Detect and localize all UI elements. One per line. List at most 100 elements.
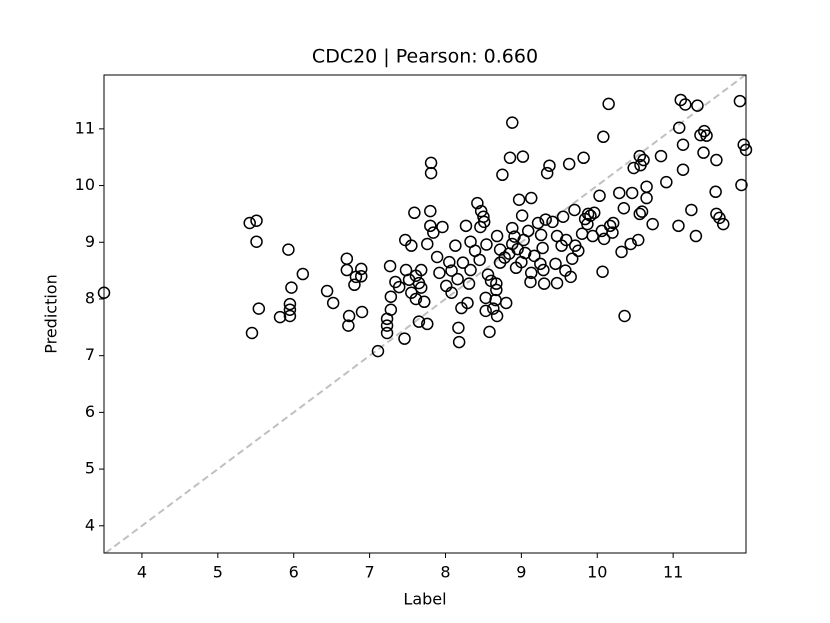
point	[676, 138, 690, 151]
point	[340, 263, 354, 277]
point	[490, 277, 503, 290]
point	[516, 150, 530, 163]
point	[398, 332, 411, 345]
point	[250, 235, 263, 248]
point	[380, 326, 394, 340]
point	[326, 296, 340, 310]
point	[660, 175, 673, 189]
point	[633, 207, 647, 221]
point	[424, 166, 438, 180]
point	[654, 149, 668, 163]
point	[282, 243, 295, 256]
point	[456, 256, 470, 269]
point	[414, 281, 428, 294]
point	[540, 166, 554, 180]
point	[496, 168, 509, 182]
point	[584, 209, 597, 222]
point	[534, 257, 547, 271]
point	[515, 209, 529, 222]
point	[283, 303, 297, 316]
point	[596, 265, 609, 279]
point	[713, 211, 726, 225]
point	[499, 296, 513, 310]
point	[524, 191, 538, 205]
point	[283, 309, 297, 323]
point	[691, 99, 704, 112]
point	[380, 319, 394, 332]
point	[421, 317, 434, 331]
point	[283, 297, 297, 311]
point	[483, 325, 496, 339]
point	[355, 305, 369, 319]
point	[689, 229, 703, 243]
point	[581, 207, 595, 221]
point	[245, 326, 259, 340]
point	[471, 196, 484, 210]
point	[640, 180, 653, 193]
y-tick-label: 9	[85, 232, 95, 251]
point	[524, 275, 537, 289]
x-tick-label: 4	[137, 563, 147, 582]
point	[564, 270, 577, 284]
point	[462, 277, 476, 290]
point	[613, 186, 626, 200]
point	[640, 191, 653, 205]
x-tick-label: 7	[365, 563, 375, 582]
x-tick-label: 8	[440, 563, 450, 582]
point	[537, 263, 550, 277]
point	[424, 204, 437, 218]
point	[506, 116, 519, 129]
point	[512, 193, 526, 206]
x-tick-label: 5	[213, 563, 223, 582]
point	[597, 232, 611, 246]
point	[417, 295, 431, 309]
point	[409, 292, 423, 306]
x-tick-label: 11	[663, 563, 683, 582]
point	[546, 215, 559, 229]
point	[631, 233, 645, 247]
point	[618, 309, 631, 323]
point	[414, 263, 428, 277]
x-tick-label: 10	[587, 563, 607, 582]
point	[252, 302, 266, 315]
point	[556, 210, 570, 224]
point	[405, 239, 418, 252]
point	[392, 280, 406, 294]
point	[412, 315, 426, 328]
point	[617, 202, 631, 215]
point	[536, 241, 549, 255]
point	[355, 262, 368, 276]
point	[635, 205, 649, 218]
point	[572, 244, 585, 258]
point	[405, 286, 418, 299]
point	[597, 130, 610, 144]
point	[430, 250, 444, 264]
point	[490, 229, 504, 243]
point	[534, 228, 548, 242]
point	[700, 129, 713, 142]
point	[479, 304, 492, 318]
plot-frame	[103, 74, 747, 554]
point	[606, 226, 619, 239]
point	[459, 219, 473, 233]
point	[250, 214, 263, 227]
point	[559, 233, 573, 247]
point	[424, 156, 438, 170]
point	[436, 220, 449, 234]
point	[733, 94, 747, 108]
y-tick-label: 6	[85, 402, 95, 421]
point	[625, 186, 639, 200]
point	[710, 207, 723, 221]
point	[487, 302, 500, 315]
point	[674, 93, 687, 107]
point	[473, 253, 486, 267]
point	[296, 267, 310, 281]
point	[587, 206, 601, 220]
point	[452, 321, 465, 335]
point	[511, 242, 524, 256]
y-tick-label: 8	[85, 288, 95, 307]
point	[348, 278, 361, 292]
x-tick-label: 6	[289, 563, 299, 582]
point	[672, 219, 685, 233]
